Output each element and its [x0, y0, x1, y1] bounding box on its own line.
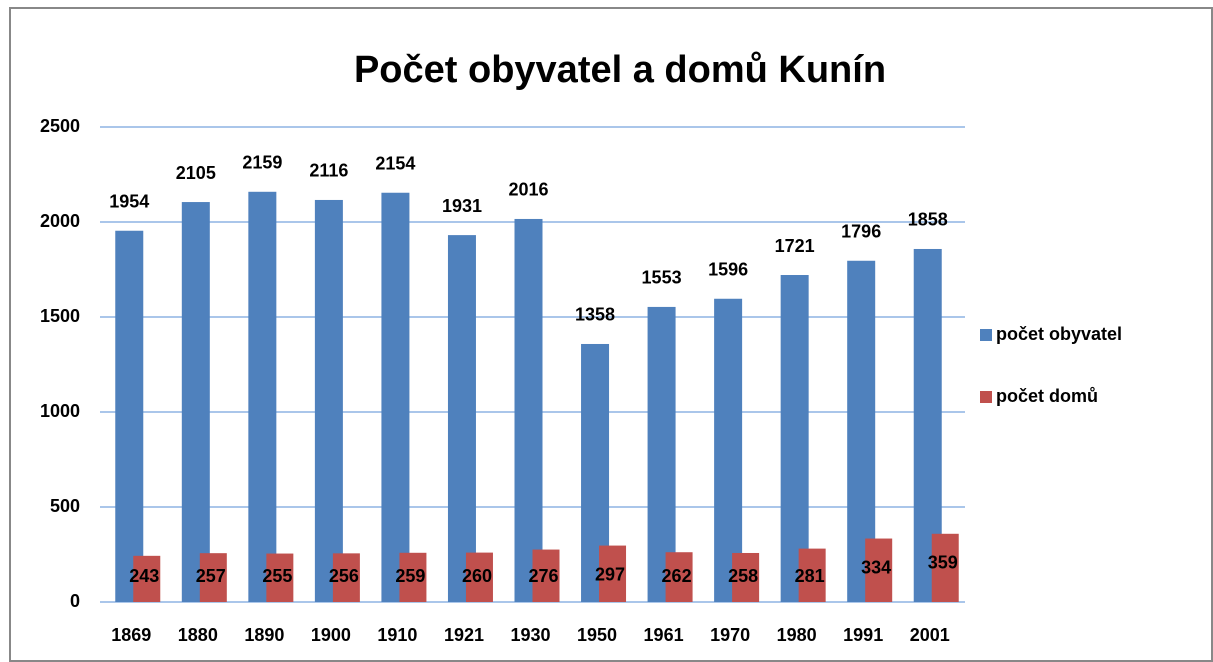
data-label: 255	[262, 566, 292, 586]
x-tick-label: 1961	[644, 625, 684, 645]
data-label: 260	[462, 566, 492, 586]
bar	[714, 298, 743, 602]
x-tick-label: 1921	[444, 625, 484, 645]
y-tick-label: 0	[70, 591, 80, 611]
data-label: 258	[728, 566, 758, 586]
y-tick-label: 1000	[40, 401, 80, 421]
legend-swatch	[980, 329, 992, 341]
data-label: 1358	[575, 305, 615, 325]
bar	[115, 230, 144, 603]
x-tick-label: 2001	[910, 625, 950, 645]
data-label: 256	[329, 566, 359, 586]
bar	[599, 545, 627, 602]
y-tick-label: 1500	[40, 306, 80, 326]
bar	[665, 552, 693, 602]
data-label: 1596	[708, 260, 748, 280]
x-tick-label: 1980	[777, 625, 817, 645]
chart-title: Počet obyvatel a domů Kunín	[354, 49, 886, 91]
data-label: 257	[196, 566, 226, 586]
data-label: 1796	[841, 222, 881, 242]
x-tick-label: 1910	[377, 625, 417, 645]
data-label: 1553	[642, 268, 682, 288]
x-tick-label: 1991	[843, 625, 883, 645]
x-tick-label: 1970	[710, 625, 750, 645]
y-tick-label: 2500	[40, 116, 80, 136]
bar	[465, 552, 493, 602]
bar	[332, 553, 360, 602]
bar	[447, 235, 476, 603]
legend-label: počet domů	[996, 386, 1098, 406]
bar	[181, 202, 210, 603]
bar	[314, 199, 343, 602]
data-label: 259	[395, 566, 425, 586]
data-label: 2105	[176, 163, 216, 183]
x-tick-label: 1869	[111, 625, 151, 645]
legend-swatch	[980, 391, 992, 403]
x-tick-label: 1950	[577, 625, 617, 645]
y-tick-label: 500	[50, 496, 80, 516]
data-label: 276	[528, 566, 558, 586]
data-label: 262	[662, 566, 692, 586]
bar	[133, 555, 161, 602]
data-label: 2154	[375, 153, 415, 173]
data-label: 297	[595, 564, 625, 584]
bar	[780, 275, 809, 602]
data-label: 1931	[442, 196, 482, 216]
y-tick-label: 2000	[40, 211, 80, 231]
bar	[248, 191, 277, 603]
data-label: 334	[861, 557, 891, 577]
data-label: 2159	[242, 153, 282, 173]
data-label: 1721	[775, 236, 815, 256]
bar	[865, 538, 893, 602]
bar	[798, 548, 826, 602]
bar	[381, 192, 410, 603]
data-label: 1954	[109, 191, 149, 211]
bar	[399, 552, 427, 602]
bar	[199, 553, 227, 602]
bar	[732, 552, 760, 602]
data-label: 2116	[309, 161, 348, 181]
data-label: 2016	[508, 180, 548, 200]
bar	[514, 218, 543, 602]
bar	[266, 553, 294, 602]
data-label: 1858	[908, 210, 948, 230]
bar	[931, 533, 959, 602]
x-tick-label: 1890	[244, 625, 284, 645]
legend-label: počet obyvatel	[996, 324, 1122, 344]
data-label: 359	[928, 553, 958, 573]
x-tick-label: 1880	[178, 625, 218, 645]
bar	[532, 549, 560, 602]
data-label: 243	[129, 566, 159, 586]
data-label: 281	[795, 566, 825, 586]
x-tick-label: 1900	[311, 625, 351, 645]
x-tick-label: 1930	[510, 625, 550, 645]
